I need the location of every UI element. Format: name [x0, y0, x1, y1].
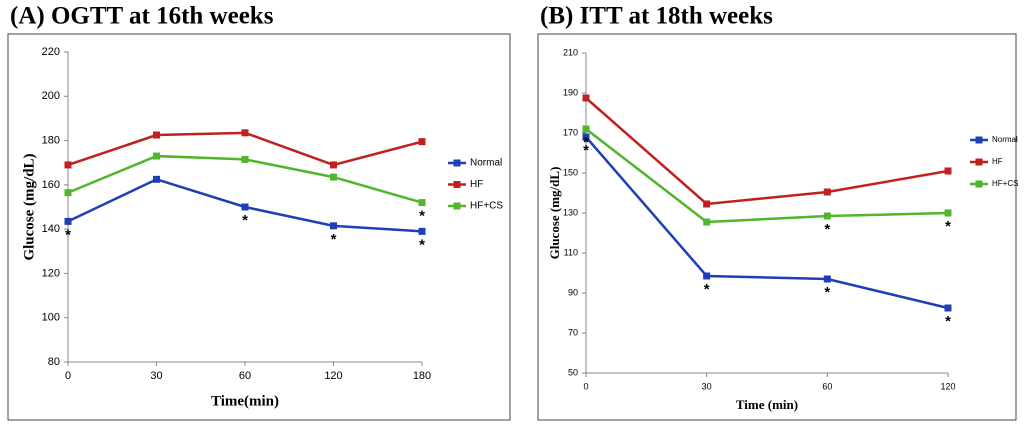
x-tick-label: 0	[65, 370, 71, 382]
data-point	[703, 272, 711, 280]
y-tick-label: 170	[563, 127, 578, 137]
x-tick-label: 120	[940, 381, 955, 391]
x-tick-label: 180	[413, 370, 431, 382]
y-axis-label: Glucose (mg/dL)	[21, 153, 37, 260]
legend-label: Normal	[470, 158, 502, 169]
legend-marker	[975, 136, 983, 144]
y-tick-label: 70	[568, 327, 578, 337]
data-point	[823, 275, 831, 283]
significance-mark: *	[419, 208, 425, 225]
y-axis-label: Glucose (mg/dL)	[547, 167, 562, 260]
data-point	[153, 175, 160, 183]
data-point	[944, 209, 952, 217]
x-tick-label: 60	[822, 381, 832, 391]
significance-mark: *	[242, 212, 248, 229]
data-point	[153, 152, 160, 160]
data-point	[330, 173, 337, 181]
data-point	[582, 125, 590, 133]
y-tick-label: 210	[563, 47, 578, 57]
y-tick-label: 140	[42, 223, 60, 235]
x-tick-label: 120	[324, 370, 342, 382]
x-tick-label: 30	[150, 370, 162, 382]
data-point	[64, 217, 72, 225]
panel-title: (B) ITT at 18th weeks	[540, 3, 773, 30]
y-tick-label: 50	[568, 367, 578, 377]
x-axis-label: Time (min)	[736, 397, 798, 412]
significance-mark: *	[65, 226, 71, 243]
data-point	[703, 200, 711, 208]
data-point	[241, 129, 249, 137]
data-point	[330, 161, 337, 169]
data-point	[418, 199, 426, 207]
legend-marker	[453, 159, 461, 167]
data-point	[823, 188, 831, 196]
y-tick-label: 80	[48, 356, 60, 368]
legend-marker	[453, 202, 461, 210]
x-tick-label: 30	[702, 381, 712, 391]
legend-label: HF+CS	[470, 201, 503, 212]
data-point	[330, 222, 337, 230]
data-point	[418, 227, 426, 235]
data-point	[944, 167, 952, 175]
significance-mark: *	[704, 281, 710, 298]
data-point	[64, 161, 72, 169]
panel-frame	[537, 33, 1017, 421]
data-point	[241, 155, 249, 163]
legend-label: HF	[992, 157, 1003, 166]
legend-marker	[975, 180, 983, 188]
x-axis-label: Time(min)	[211, 393, 279, 409]
legend-label: HF+CS	[992, 179, 1018, 188]
significance-mark: *	[331, 231, 337, 248]
significance-mark: *	[824, 284, 830, 301]
y-tick-label: 200	[42, 90, 60, 102]
series-line	[585, 97, 949, 206]
legend-marker	[975, 158, 983, 166]
y-tick-label: 90	[568, 287, 578, 297]
data-point	[944, 304, 952, 312]
series-line	[585, 128, 949, 224]
significance-mark: *	[583, 134, 589, 151]
y-tick-label: 160	[42, 179, 60, 191]
legend-marker	[453, 181, 461, 188]
data-point	[582, 133, 590, 141]
data-point	[64, 189, 72, 197]
significance-mark: *	[419, 236, 425, 253]
data-point	[241, 203, 249, 211]
y-tick-label: 110	[564, 247, 578, 257]
data-point	[582, 94, 590, 102]
significance-mark: *	[945, 313, 951, 330]
y-tick-label: 190	[563, 87, 578, 97]
x-tick-label: 0	[583, 381, 588, 391]
y-tick-label: 130	[563, 207, 578, 217]
y-tick-label: 100	[42, 312, 60, 324]
y-tick-label: 220	[42, 46, 60, 58]
legend-label: Normal	[992, 135, 1018, 144]
panel-title: (A) OGTT at 16th weeks	[10, 3, 274, 30]
significance-mark: *	[945, 218, 951, 235]
y-tick-label: 120	[42, 267, 60, 279]
data-point	[418, 138, 426, 146]
y-tick-label: 180	[42, 134, 60, 146]
significance-mark: *	[583, 142, 589, 159]
y-tick-label: 150	[563, 167, 578, 177]
data-point	[703, 218, 711, 226]
data-point	[153, 131, 160, 139]
data-point	[823, 212, 831, 220]
panel-frame	[7, 33, 511, 421]
significance-mark: *	[824, 221, 830, 238]
x-tick-label: 60	[239, 370, 251, 382]
legend-label: HF	[470, 179, 483, 190]
series-line	[585, 136, 949, 310]
